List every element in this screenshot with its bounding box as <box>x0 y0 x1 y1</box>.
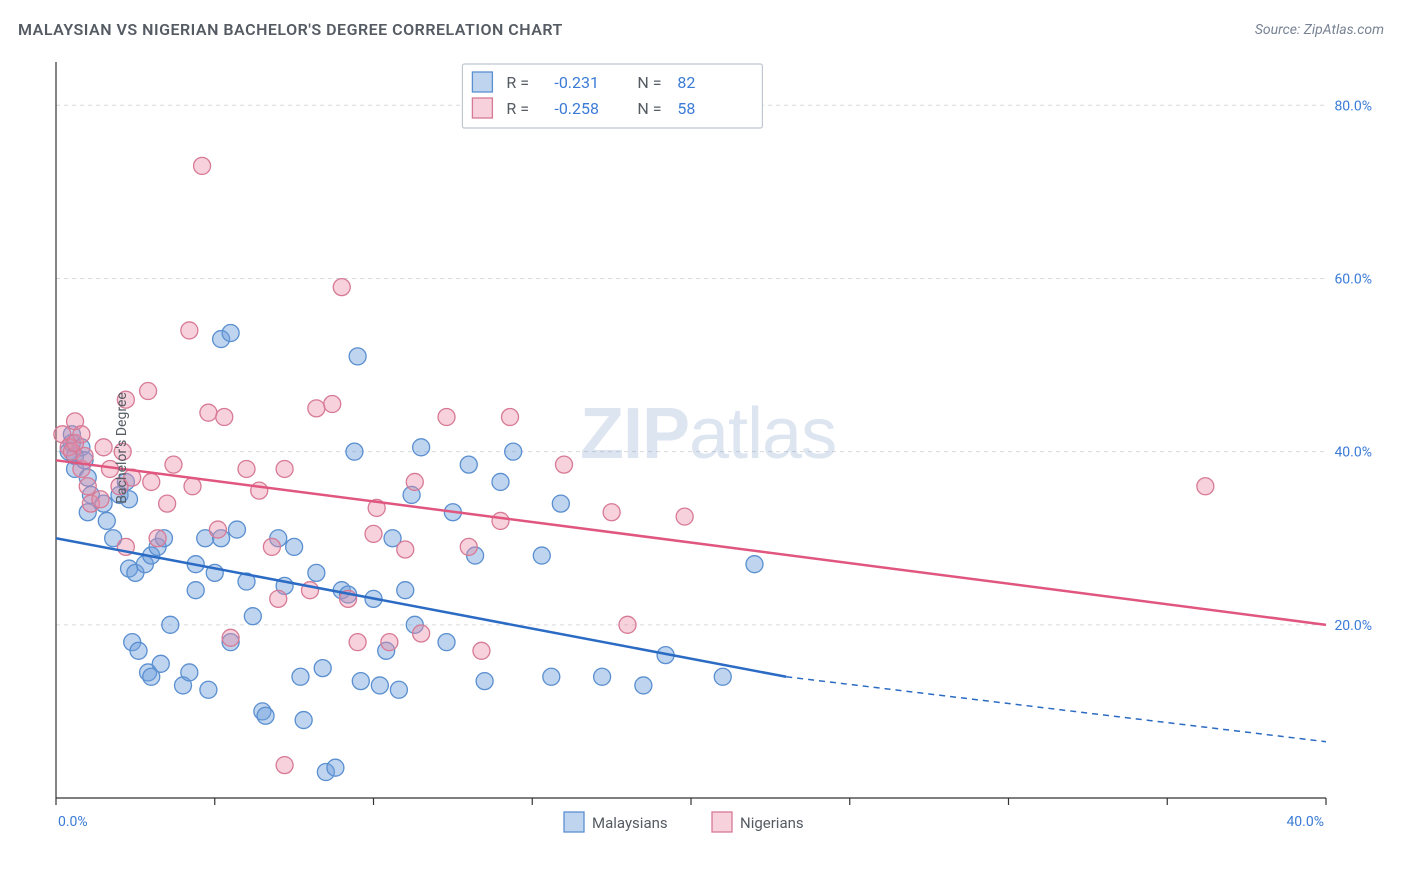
svg-text:R =: R = <box>506 73 529 92</box>
svg-text:60.0%: 60.0% <box>1334 271 1372 287</box>
svg-text:-0.231: -0.231 <box>554 73 599 92</box>
svg-text:R =: R = <box>506 99 529 118</box>
svg-text:-0.258: -0.258 <box>554 99 599 118</box>
svg-text:Malaysians: Malaysians <box>592 814 668 832</box>
svg-text:82: 82 <box>677 73 695 92</box>
plot-area: Bachelor's Degree 20.0% 40.0% 60.0% 80.0% 0.… <box>50 58 1386 838</box>
chart-container: MALAYSIAN VS NIGERIAN BACHELOR'S DEGREE … <box>0 0 1406 892</box>
source-credit: Source: ZipAtlas.com <box>1255 22 1384 38</box>
y-axis-label: Bachelor's Degree <box>114 392 130 504</box>
svg-text:20.0%: 20.0% <box>1334 618 1372 634</box>
svg-text:40.0%: 40.0% <box>1334 445 1372 461</box>
svg-text:0.0%: 0.0% <box>58 814 88 830</box>
svg-text:40.0%: 40.0% <box>1286 814 1324 830</box>
svg-text:80.0%: 80.0% <box>1334 98 1372 114</box>
svg-text:58: 58 <box>677 99 695 118</box>
svg-text:N =: N = <box>637 73 661 92</box>
chart-svg: 20.0% 40.0% 60.0% 80.0% 0.0% 40.0% R = -0.231 N … <box>50 58 1386 838</box>
chart-title: MALAYSIAN VS NIGERIAN BACHELOR'S DEGREE … <box>18 20 563 39</box>
svg-text:Nigerians: Nigerians <box>740 814 804 832</box>
svg-text:N =: N = <box>637 99 661 118</box>
